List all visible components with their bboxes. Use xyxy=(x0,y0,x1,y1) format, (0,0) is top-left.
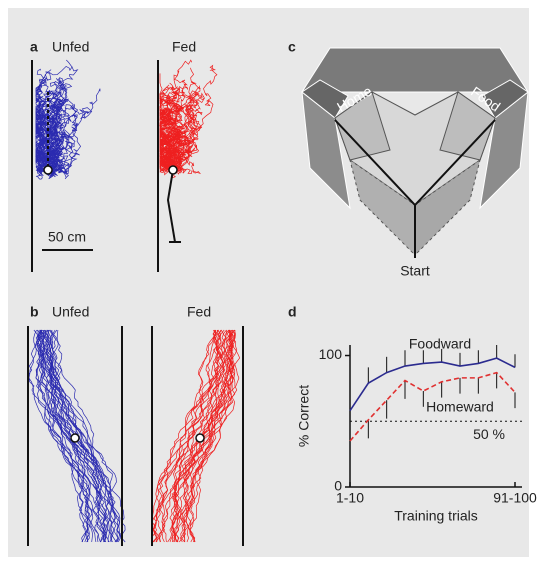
reference-label: 50 % xyxy=(473,426,505,442)
maze-label: Start xyxy=(400,263,430,279)
panel-letter: a xyxy=(30,39,38,55)
scale-label: 50 cm xyxy=(48,229,86,245)
start-point xyxy=(44,166,52,174)
y-tick-label: 100 xyxy=(319,346,343,362)
start-point xyxy=(196,434,204,442)
y-axis-label: % Correct xyxy=(296,385,312,447)
series-label: Foodward xyxy=(409,336,471,352)
figure: a Unfed Fed 50 cm b Unfed Fed c Home Foo… xyxy=(0,0,537,565)
panel-letter: d xyxy=(288,304,297,320)
panel-label: Fed xyxy=(187,304,211,320)
x-axis-label: Training trials xyxy=(394,508,478,524)
start-point xyxy=(71,434,79,442)
x-tick-label: 91-100 xyxy=(493,490,537,506)
start-point xyxy=(169,166,177,174)
x-tick-label: 1-10 xyxy=(336,490,364,506)
panel-letter: c xyxy=(288,39,296,55)
panel-label: Unfed xyxy=(52,39,89,55)
panel-label: Fed xyxy=(172,39,196,55)
series-label: Homeward xyxy=(426,399,494,415)
panel-label: Unfed xyxy=(52,304,89,320)
panel-letter: b xyxy=(30,304,39,320)
